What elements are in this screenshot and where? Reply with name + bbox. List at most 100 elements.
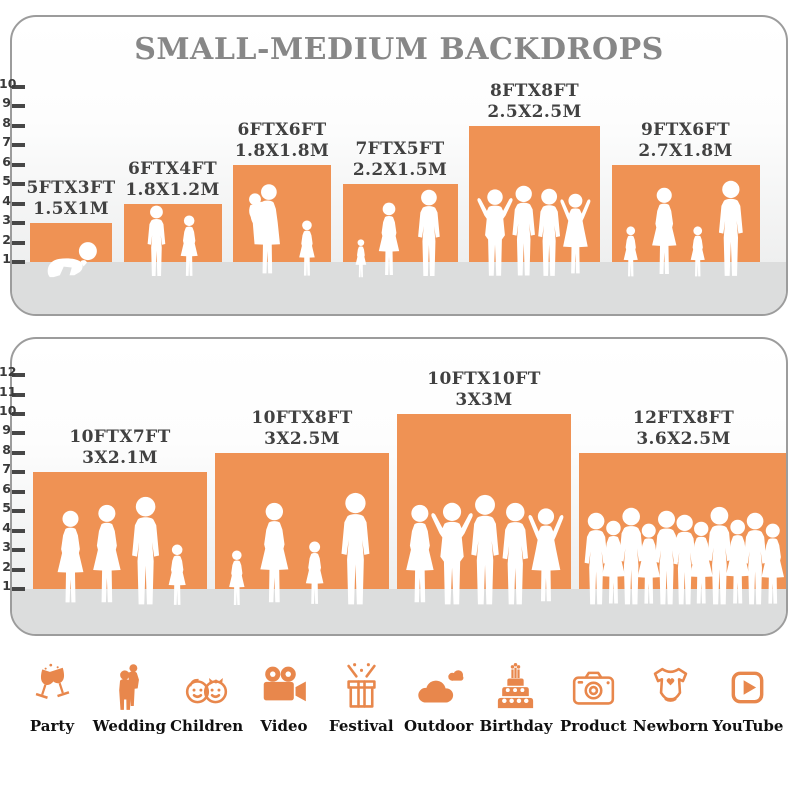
backdrop-size-ft: 6FTX4FT	[127, 159, 218, 179]
wedding-icon	[102, 660, 157, 715]
backdrop-size-ft: 5FTX3FT	[26, 178, 116, 198]
person-silhouette-girl	[305, 541, 324, 605]
ruler-tick	[12, 470, 25, 475]
ruler-tick	[12, 84, 25, 89]
category-label: Video	[260, 717, 308, 735]
ruler-number: 3	[2, 539, 11, 555]
backdrop-size-label: 10FTX8FT 3X2.5M	[251, 408, 352, 450]
ruler-tick	[12, 143, 25, 148]
backdrop-size-m: 2.5X2.5M	[487, 102, 582, 123]
floor-top-panel	[12, 262, 786, 314]
backdrop-size-m: 3X3M	[455, 390, 513, 411]
ruler-number: 10	[0, 402, 17, 418]
person-silhouette-baby	[47, 242, 97, 278]
festival-icon	[334, 660, 389, 715]
ruler-tick	[12, 221, 25, 226]
ruler-number: 4	[2, 519, 11, 535]
person-silhouette-woman	[379, 202, 400, 275]
ruler-tick	[12, 373, 25, 378]
backdrop-size-label: 10FTX7FT 3X2.1M	[69, 427, 170, 469]
category-item: Newborn	[633, 660, 709, 735]
ruler-tick	[12, 162, 25, 167]
ruler-tick	[12, 528, 25, 533]
backdrop-size-label: 10FTX10FT 3X3M	[427, 369, 541, 411]
page-title: SMALL-MEDIUM BACKDROPS	[134, 32, 664, 67]
backdrop-size-ft: 7FTX5FT	[355, 139, 445, 159]
backdrop-size-m: 3X2.1M	[82, 448, 158, 469]
ruler-tick	[12, 201, 25, 206]
person-silhouette-girl	[228, 550, 245, 605]
ruler-tick	[12, 104, 25, 109]
category-item: Party	[14, 660, 90, 735]
category-item: Video	[246, 660, 322, 735]
backdrop-size-ft: 8FTX8FT	[489, 81, 580, 101]
ruler-number: 9	[2, 95, 11, 111]
backdrop-size-ft: 9FTX6FT	[640, 120, 731, 140]
backdrop-size-label: 9FTX6FT 2.7X1.8M	[638, 120, 732, 162]
ruler-number: 6	[2, 480, 11, 496]
category-label: Festival	[329, 717, 394, 735]
person-silhouette-woman-with-baby	[249, 184, 281, 274]
children-icon	[179, 660, 234, 715]
category-item: Wedding	[91, 660, 167, 735]
backdrop-rect	[233, 165, 331, 262]
category-label: Wedding	[92, 717, 166, 735]
category-label: Party	[29, 717, 75, 735]
person-silhouette-girl	[180, 215, 198, 276]
ruler-number: 12	[0, 364, 17, 380]
backdrop-size-label: 6FTX6FT 1.8X1.8M	[235, 120, 329, 162]
person-silhouette-woman-arms-up	[528, 508, 564, 602]
backdrop-size-ft: 10FTX7FT	[69, 427, 171, 447]
backdrop-size-m: 1.5X1M	[33, 199, 109, 220]
backdrop-size-label: 5FTX3FT 1.5X1M	[26, 178, 115, 220]
category-item: Outdoor	[401, 660, 477, 735]
ruler-number: 8	[2, 441, 11, 457]
ruler-tick	[12, 431, 25, 436]
category-label: Birthday	[479, 717, 553, 735]
ruler-number: 10	[0, 75, 17, 91]
ruler-number: 7	[2, 461, 11, 477]
backdrop-rect	[123, 204, 222, 262]
ruler-tick	[12, 411, 25, 416]
ruler-number: 2	[2, 231, 11, 247]
ruler-number: 7	[2, 134, 11, 150]
ruler-tick	[12, 567, 25, 572]
category-label: Product	[559, 717, 627, 735]
person-silhouette-man	[719, 180, 744, 276]
backdrop-size-ft: 10FTX10FT	[427, 369, 541, 389]
backdrop-size-m: 2.2X1.5M	[352, 160, 448, 181]
ruler-tick	[12, 450, 25, 455]
ruler-tick	[12, 392, 25, 397]
ruler-number: 2	[2, 558, 11, 574]
person-silhouette-woman	[260, 502, 289, 603]
backdrop-size-label: 8FTX8FT 2.5X2.5M	[487, 81, 581, 123]
ruler-number: 3	[2, 212, 11, 228]
ruler-number: 8	[2, 114, 11, 130]
ruler-tick	[12, 240, 25, 245]
backdrop-size-m: 2.7X1.8M	[638, 141, 733, 162]
outdoor-icon	[411, 660, 466, 715]
ruler-tick	[12, 260, 25, 264]
category-label: Outdoor	[403, 717, 474, 735]
party-icon	[25, 660, 80, 715]
ruler-tick	[12, 182, 25, 187]
category-label: Newborn	[632, 717, 709, 735]
person-silhouette-woman-arms-up	[560, 193, 591, 274]
category-label: YouTube	[712, 717, 784, 735]
birthday-icon	[488, 660, 543, 715]
ruler-number: 4	[2, 192, 11, 208]
newborn-icon	[643, 660, 698, 715]
medium-backdrops-panel: 10FTX7FT 3X2.1M 10FTX8FT 3X2.5M 10FTX10FT 3X3…	[10, 337, 788, 636]
person-silhouette-woman	[761, 523, 784, 604]
category-icons-row: Party Wedding Children Video Festival Outdoor…	[0, 660, 800, 735]
backdrop-size-ft: 10FTX8FT	[251, 408, 353, 428]
ruler-number: 11	[0, 383, 17, 399]
backdrop-size-m: 1.8X1.2M	[125, 180, 220, 201]
person-silhouette-man	[418, 189, 440, 276]
person-silhouette-girl	[298, 220, 315, 276]
person-silhouette-man	[341, 492, 370, 604]
backdrop-size-m: 3.6X2.5M	[636, 429, 731, 450]
category-label: Children	[170, 717, 244, 735]
small-backdrops-panel: SMALL-MEDIUM BACKDROPS 5FTX3FT 1.5X1M 6FTX…	[10, 15, 788, 316]
